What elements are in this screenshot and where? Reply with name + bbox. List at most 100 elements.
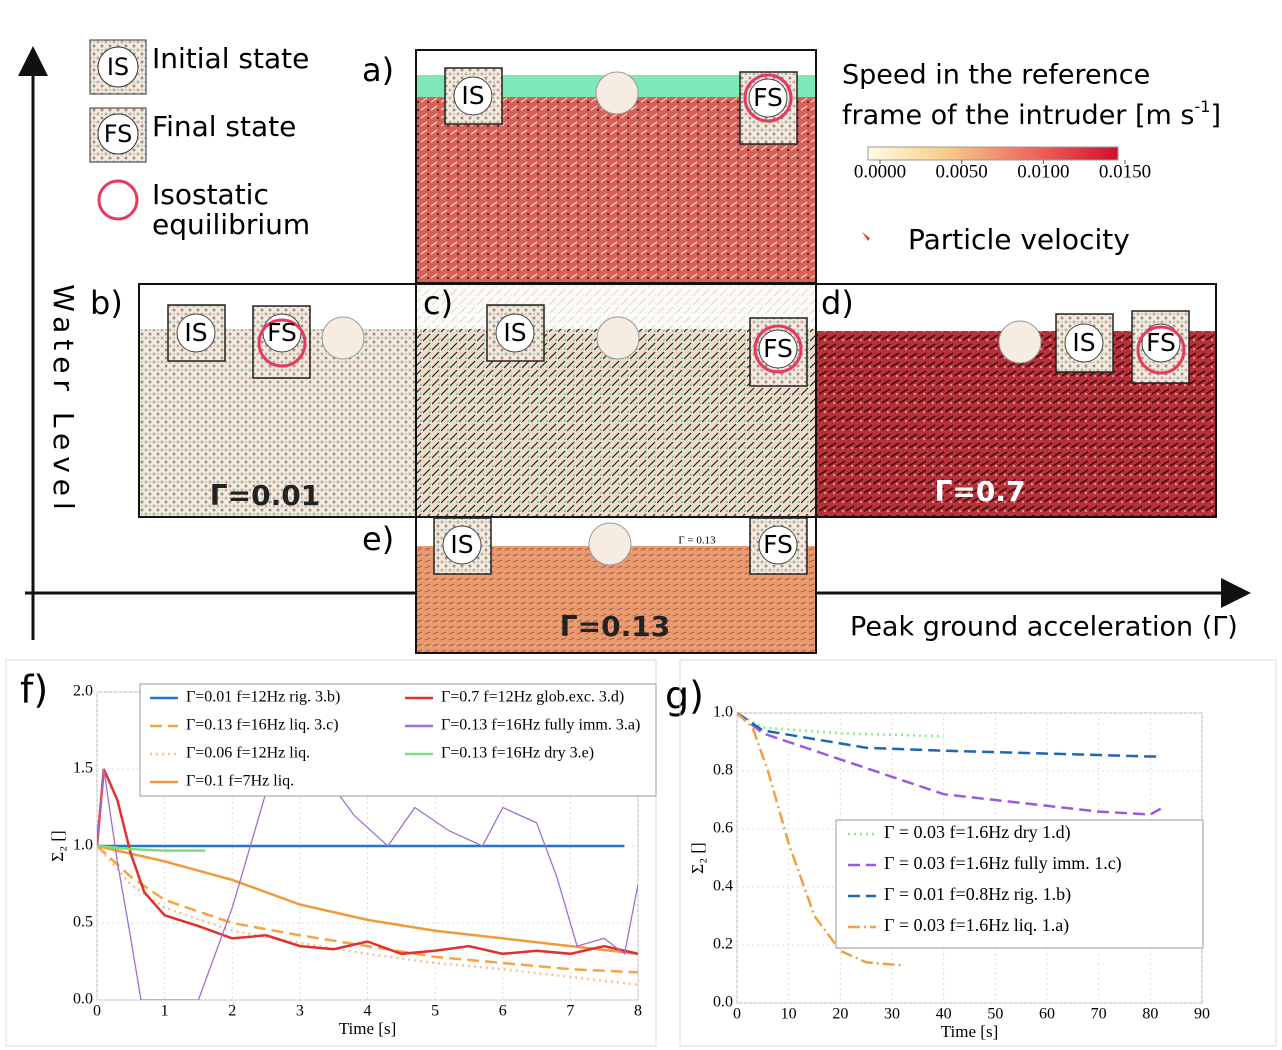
x-tick-label: 20	[832, 1006, 848, 1023]
y-tick-label: 1.0	[713, 704, 733, 721]
tag: IS	[184, 318, 207, 347]
iso-ring	[1136, 325, 1186, 375]
x-axis-title: Peak ground acceleration (Γ)	[850, 612, 1238, 643]
tag: IS	[461, 81, 484, 110]
series-line	[97, 692, 638, 1000]
x-tick-label: 40	[936, 1006, 952, 1023]
y-tick-label: 0.4	[713, 878, 733, 895]
series-line	[97, 845, 638, 974]
tag-bg	[176, 313, 216, 353]
y-axis-title: Σ₂ []	[688, 842, 707, 873]
x-tick-label: 1	[161, 1003, 169, 1020]
tag: FS	[753, 83, 783, 112]
x-tick-label: 50	[987, 1006, 1003, 1023]
legend-circle	[97, 46, 139, 88]
x-tick-label: 2	[228, 1003, 236, 1020]
legend-label: Isostatic	[152, 178, 269, 211]
series-line	[97, 768, 638, 956]
chart: 0.0 0.5 1.0 1.5 2.0 0 1 2 3 4 5 6 7 8 Time [s] Σ₂ [] Γ=0…	[48, 683, 657, 1038]
y-tick-label: 2.0	[73, 683, 93, 700]
colorbar-tick-label: 0.0150	[1099, 161, 1151, 182]
panel-label: a)	[362, 51, 394, 89]
legend-label: Γ = 0.01 f=0.8Hz rig. 1.b)	[884, 884, 1071, 905]
x-tick-label: 10	[781, 1006, 797, 1023]
tag-bg	[1141, 323, 1181, 363]
intruder	[321, 316, 365, 360]
gamma-label: Γ=0.01	[210, 479, 320, 512]
y-tick-label: 0.8	[713, 762, 733, 779]
y-tick-label: 0.0	[73, 991, 93, 1008]
panel-label: g)	[665, 674, 704, 718]
series-line	[737, 712, 1162, 816]
chart-frame	[679, 659, 1277, 1047]
legend-label: Γ = 0.03 f=1.6Hz fully imm. 1.c)	[884, 853, 1122, 874]
intruder	[595, 71, 639, 115]
x-tick-label: 3	[296, 1003, 304, 1020]
y-axis-title: Water Level	[47, 284, 80, 516]
gamma-label: Γ=0.13	[560, 610, 670, 643]
x-tick-label: 8	[634, 1003, 642, 1020]
colorbar-tick-label: 0.0100	[1017, 161, 1069, 182]
legend-tag: FS	[104, 120, 133, 148]
y-tick-label: 0.2	[713, 936, 733, 953]
x-tick-label: 70	[1091, 1006, 1107, 1023]
plot-lines	[97, 692, 638, 1000]
title-part: ]	[1210, 100, 1221, 131]
legend-label: Γ=0.1 f=7Hz liq.	[186, 773, 294, 790]
tag: FS	[763, 334, 793, 363]
colorbar-tick-label: 0.0000	[854, 161, 906, 182]
tag: IS	[503, 318, 526, 347]
colorbar-title: Speed in the reference	[842, 60, 1150, 91]
series-line	[737, 711, 1161, 758]
chart: 0.0 0.2 0.4 0.6 0.8 1.0 0 10 20 30 40 50 60 70 80 90 Tim…	[688, 704, 1210, 1041]
y-tick-label: 1.5	[73, 760, 93, 777]
tag-bg	[495, 313, 535, 353]
legend-tag: IS	[107, 53, 129, 81]
y-axis-title: Σ₂ []	[48, 830, 67, 861]
legend-label: Γ = 0.03 f=1.6Hz liq. 1.a)	[884, 915, 1069, 936]
tag: FS	[763, 530, 793, 559]
legend-label: Γ=0.13 f=16Hz liq. 3.c)	[186, 717, 339, 734]
tag: FS	[1146, 328, 1176, 357]
x-tick-label: 90	[1194, 1006, 1210, 1023]
legend-label: Γ = 0.03 f=1.6Hz dry 1.d)	[884, 822, 1071, 843]
x-tick-label: 4	[364, 1003, 372, 1020]
gamma-small: Γ = 0.13	[678, 535, 716, 547]
tag-bg	[453, 76, 493, 116]
panel-label: e)	[362, 520, 394, 558]
series-line	[97, 844, 638, 956]
tag-bg	[758, 525, 798, 565]
charts: 0.0 0.5 1.0 1.5 2.0 0 1 2 3 4 5 6 7 8 Time [s] Σ₂ [] Γ=0…	[48, 683, 1210, 1041]
legend-label: equilibrium	[152, 208, 310, 241]
legend-label: Γ=0.13 f=16Hz fully imm. 3.a)	[441, 717, 640, 734]
legend-label: Initial state	[152, 42, 309, 75]
tag-bg	[758, 329, 798, 369]
iso-ring	[743, 73, 793, 123]
title-part: frame of the intruder [m s	[842, 100, 1194, 131]
velocity-icon	[862, 232, 870, 241]
colorbar-title: frame of the intruder [m s-1]	[842, 97, 1221, 131]
legend-box	[139, 683, 657, 797]
series-line	[97, 844, 206, 852]
panel-label: f)	[20, 668, 48, 712]
intruder	[588, 522, 632, 566]
legend-box	[835, 819, 1204, 949]
legend-label: Γ=0.13 f=16Hz dry 3.e)	[441, 745, 594, 762]
series-line	[737, 712, 903, 967]
x-tick-label: 30	[884, 1006, 900, 1023]
colorbar-tick-label: 0.0050	[936, 161, 988, 182]
tag-bg	[748, 78, 788, 118]
x-tick-label: 5	[431, 1003, 439, 1020]
legend-ring	[97, 179, 139, 221]
y-tick-label: 1.0	[73, 837, 93, 854]
x-tick-label: 80	[1142, 1006, 1158, 1023]
tag: IS	[450, 530, 473, 559]
x-tick-label: 6	[499, 1003, 507, 1020]
iso-ring	[753, 324, 803, 374]
diagram: Water Level Peak ground acceleration (Γ)…	[5, 39, 1277, 1047]
y-tick-label: 0.0	[713, 994, 733, 1011]
panel-label: b)	[90, 284, 123, 322]
tag-bg	[1064, 323, 1104, 363]
y-tick-label: 0.6	[713, 820, 733, 837]
gamma-label: Γ=0.7	[935, 475, 1026, 508]
